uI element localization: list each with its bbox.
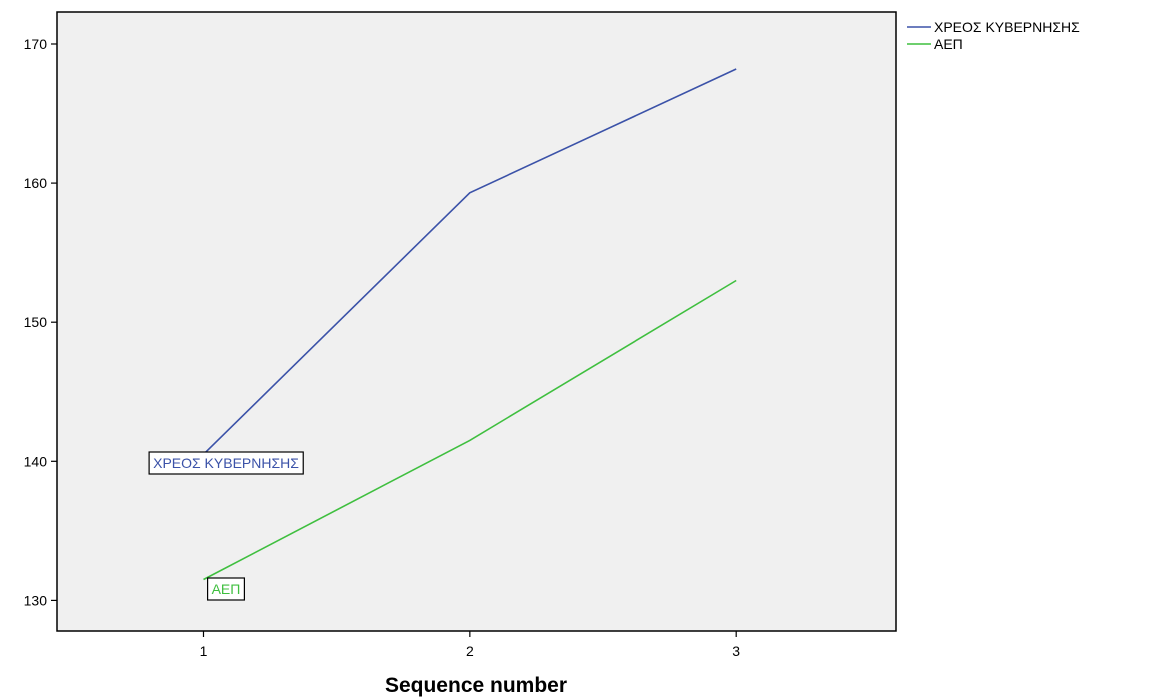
inline-label-1: ΧΡΕΟΣ ΚΥΒΕΡΝΗΣΗΣ bbox=[148, 451, 304, 475]
inline-label-box bbox=[148, 451, 304, 475]
x-tick-label: 1 bbox=[200, 643, 208, 659]
y-axis: 130 140 150 160 170 bbox=[24, 36, 57, 608]
series-layer bbox=[202, 68, 737, 581]
x-axis: 1 2 3 bbox=[200, 631, 740, 659]
legend-item-1: ΧΡΕΟΣ ΚΥΒΕΡΝΗΣΗΣ bbox=[907, 19, 1080, 35]
x-tick-label: 3 bbox=[732, 643, 740, 659]
y-tick-label: 150 bbox=[24, 314, 48, 330]
y-tick-label: 140 bbox=[24, 453, 48, 469]
inline-label-text: ΑΕΠ bbox=[212, 581, 241, 597]
x-axis-title: Sequence number bbox=[385, 674, 567, 697]
legend-item-2: ΑΕΠ bbox=[907, 36, 963, 52]
y-tick-label: 170 bbox=[24, 36, 48, 52]
legend-label: ΑΕΠ bbox=[934, 36, 963, 52]
series-line-1 bbox=[202, 68, 737, 455]
x-tick-label: 2 bbox=[466, 643, 474, 659]
inline-label-box bbox=[207, 577, 245, 601]
y-tick-label: 160 bbox=[24, 175, 48, 191]
y-tick-label: 130 bbox=[24, 592, 48, 608]
series-line-2 bbox=[203, 279, 737, 581]
inline-label-text: ΧΡΕΟΣ ΚΥΒΕΡΝΗΣΗΣ bbox=[153, 455, 299, 471]
inline-labels: ΧΡΕΟΣ ΚΥΒΕΡΝΗΣΗΣ ΑΕΠ bbox=[148, 451, 304, 601]
inline-label-2: ΑΕΠ bbox=[207, 577, 245, 601]
plot-area bbox=[56, 11, 897, 632]
legend-label: ΧΡΕΟΣ ΚΥΒΕΡΝΗΣΗΣ bbox=[934, 19, 1080, 35]
